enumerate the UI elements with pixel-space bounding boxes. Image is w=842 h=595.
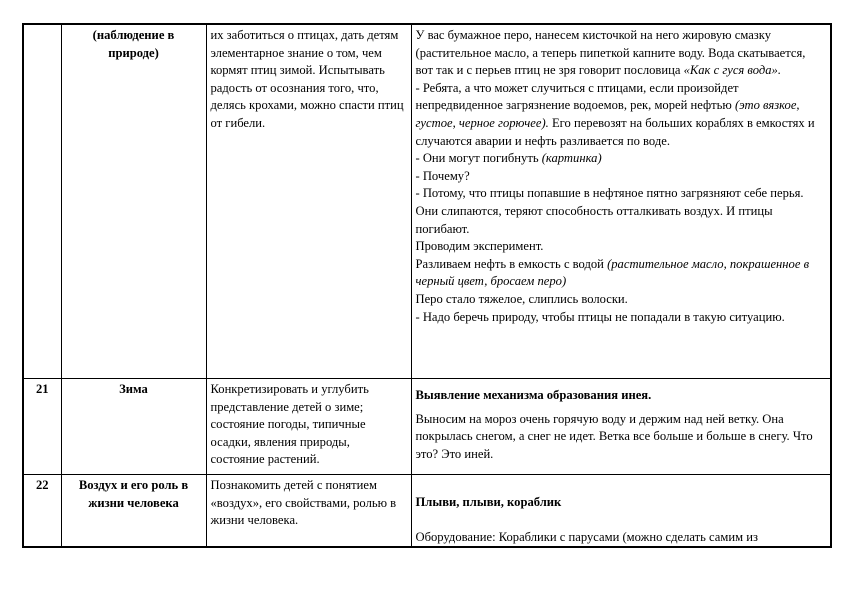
- content-text: Разливаем нефть в емкость с водой: [415, 256, 608, 271]
- table-row: 22 Воздух и его роль в жизни человека По…: [22, 474, 832, 548]
- content-text: - Они могут погибнуть: [415, 151, 542, 166]
- content-text: - Надо беречь природу, чтобы птицы не по…: [415, 309, 785, 324]
- row-goal: их заботиться о птицах, дать детям элеме…: [205, 23, 412, 379]
- content-italic: (картинка): [541, 151, 602, 166]
- row-number: 21: [22, 378, 62, 475]
- table-row: 21 Зима Конкретизировать и углубить пред…: [22, 378, 832, 475]
- row-topic: Зима: [60, 378, 207, 475]
- row-topic: Воздух и его роль в жизни человека: [60, 474, 207, 548]
- content-text: Перо стало тяжелое, слиплись волоски.: [415, 291, 628, 306]
- content-text: Выносим на мороз очень горячую воду и де…: [415, 411, 813, 461]
- content-text: - Почему?: [415, 168, 470, 183]
- row-goal: Конкретизировать и углубить представлени…: [205, 378, 412, 475]
- content-italic: «Как с гуся вода».: [683, 63, 781, 78]
- content-text: Его перевозят на больших кораблях в емко…: [415, 115, 815, 148]
- row-number: 22: [22, 474, 62, 548]
- row-goal: Познакомить детей с понятием «воздух», е…: [205, 474, 412, 548]
- row-content: Выявление механизма образования инея. Вы…: [410, 378, 832, 475]
- content-text: У вас бумажное перо, нанесем кисточкой н…: [415, 28, 806, 78]
- content-italic: (растительное масло, покрашенное в черны…: [415, 256, 810, 289]
- row-content: У вас бумажное перо, нанесем кисточкой н…: [410, 23, 832, 379]
- content-heading: Выявление механизма образования инея.: [415, 388, 652, 402]
- content-text: - Ребята, а что может случиться с птицам…: [415, 80, 739, 113]
- row-number: [22, 23, 62, 379]
- content-text: - Потому, что птицы попавшие в нефтяное …: [415, 186, 804, 236]
- content-italic: (это вязкое, густое, черное горючее).: [415, 98, 800, 130]
- content-heading: Плыви, плыви, кораблик: [415, 495, 562, 509]
- row-content: Плыви, плыви, кораблик Оборудование: Кор…: [410, 474, 832, 548]
- content-text: Оборудование: Кораблики с парусами (можн…: [415, 529, 758, 544]
- content-text: Проводим эксперимент.: [415, 239, 544, 254]
- lesson-plan-table: (наблюдение в природе) их заботиться о п…: [22, 23, 832, 549]
- row-topic: (наблюдение в природе): [60, 23, 207, 379]
- table-row: (наблюдение в природе) их заботиться о п…: [22, 23, 832, 379]
